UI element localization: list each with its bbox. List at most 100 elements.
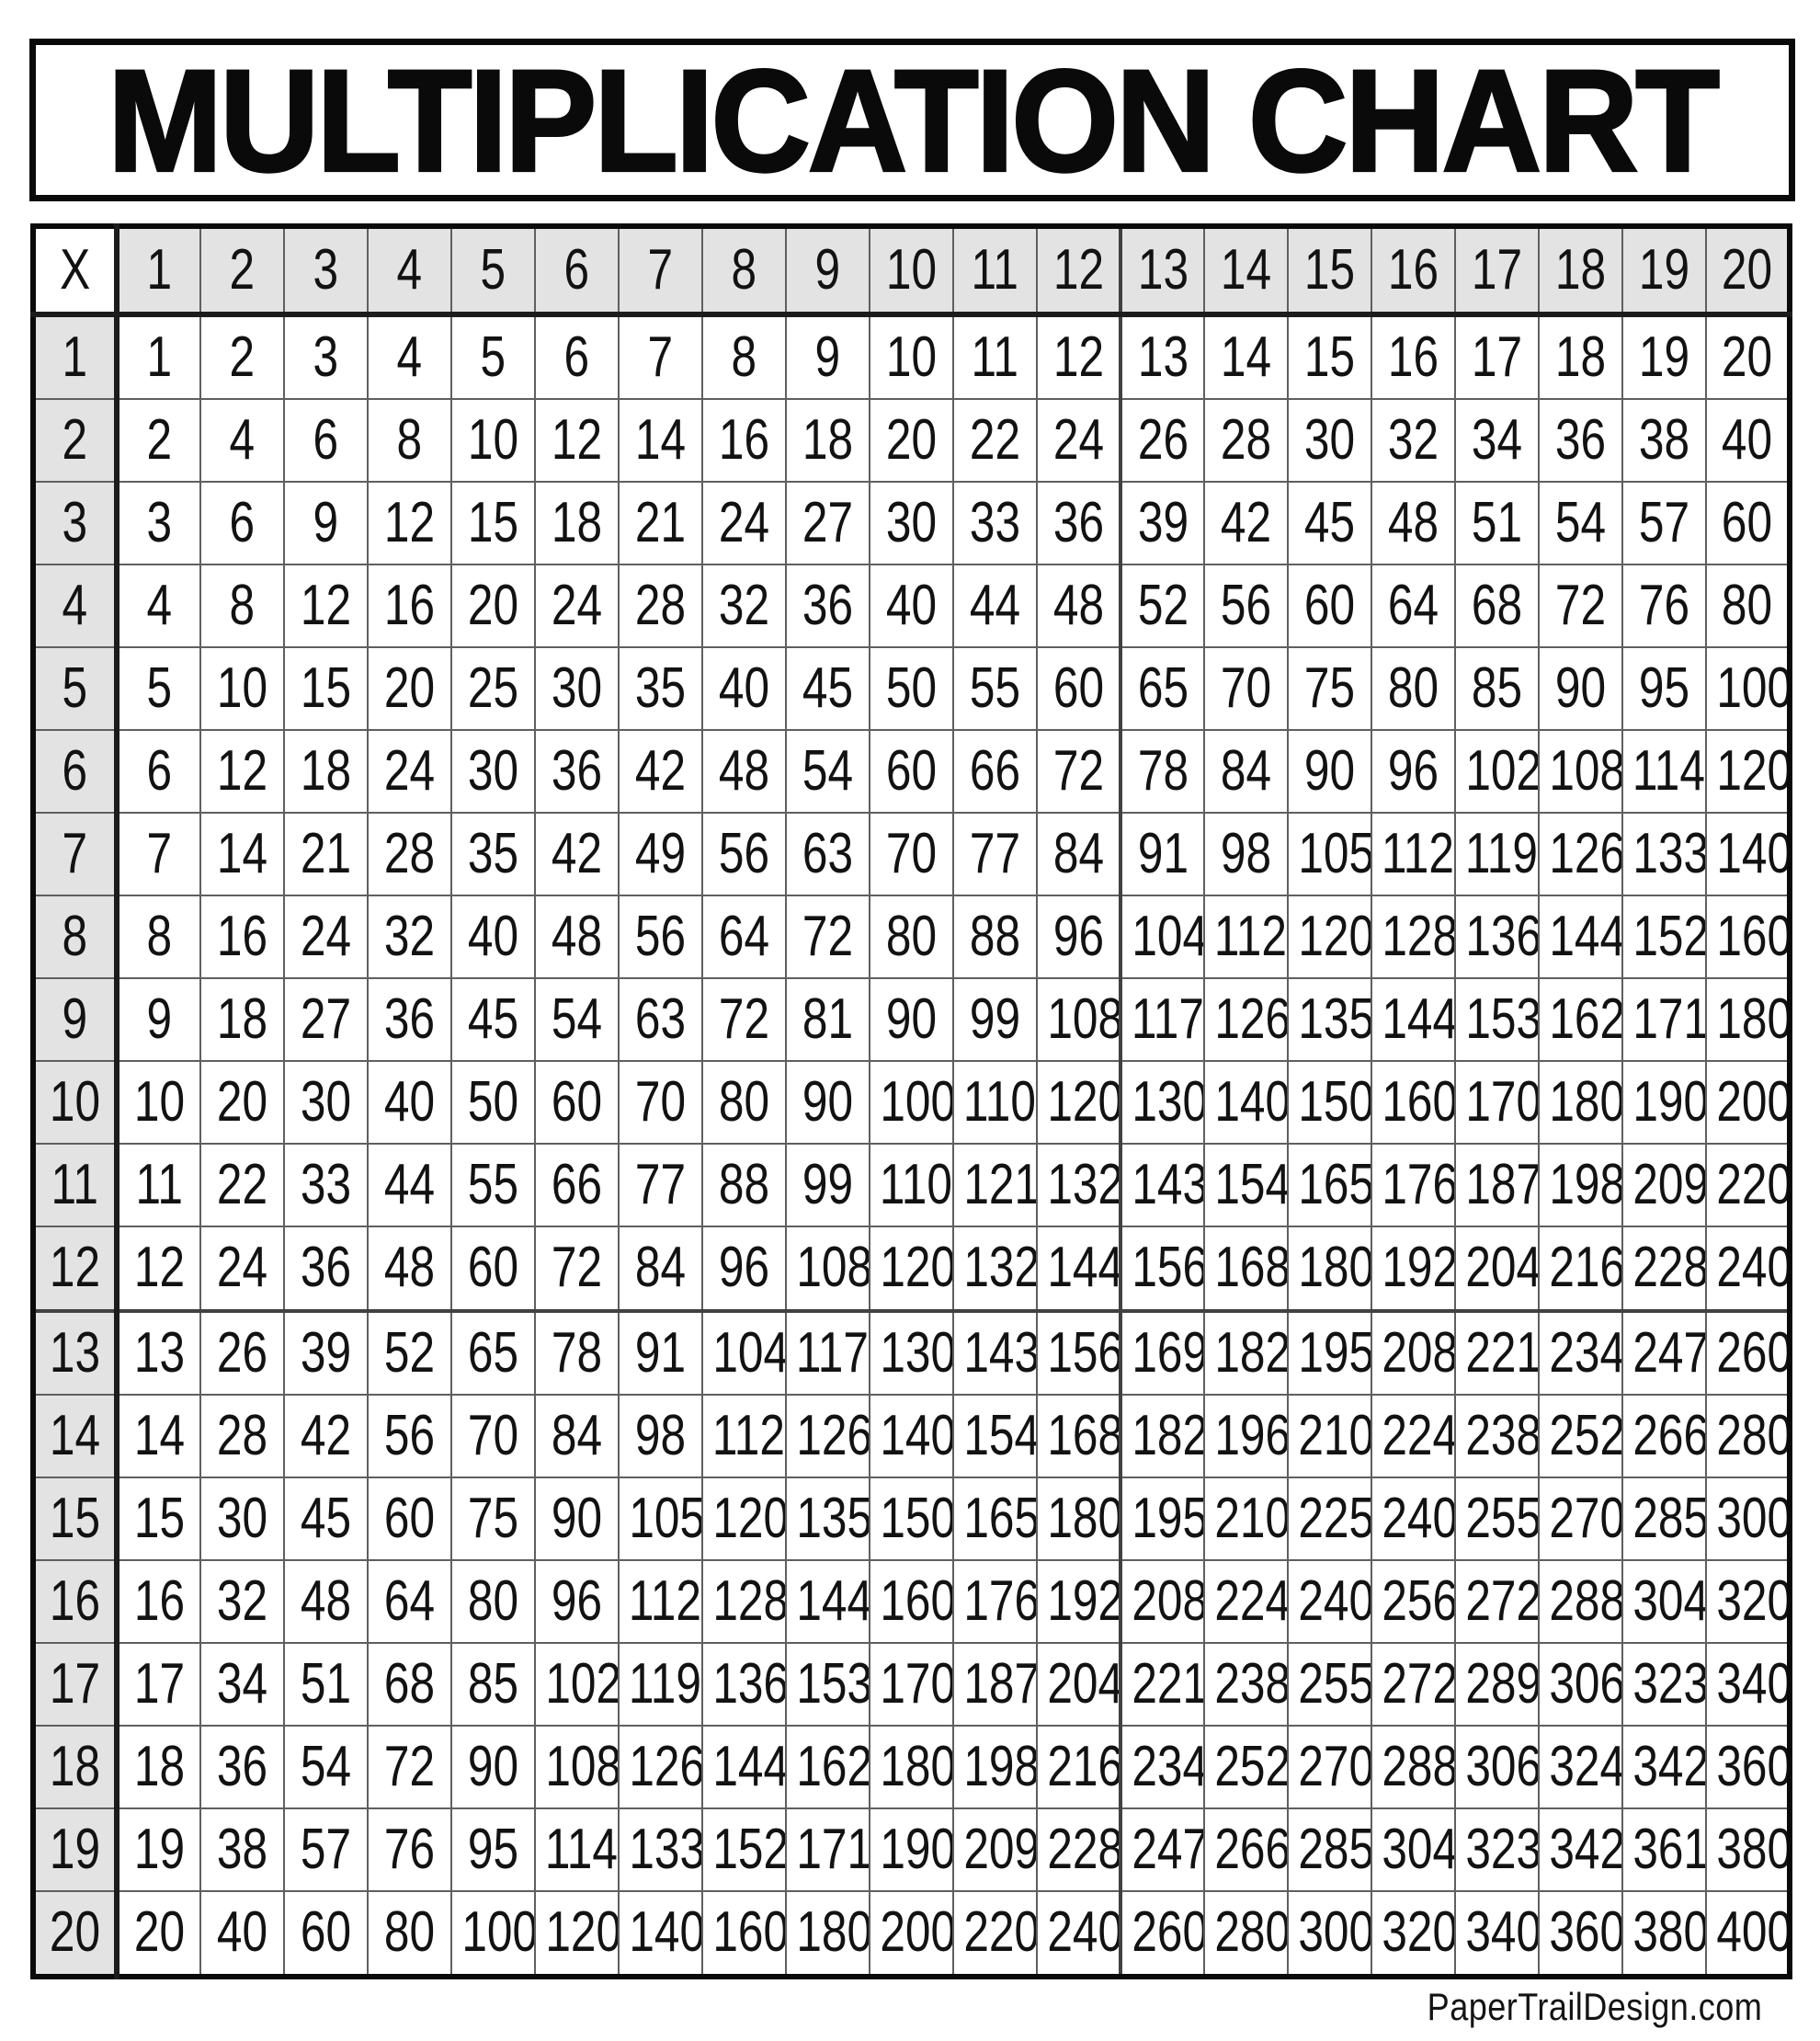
column-header-19-label: 19 — [1638, 237, 1690, 302]
cell-17x12: 204 — [1036, 1641, 1122, 1727]
cell-9x14: 126 — [1203, 977, 1289, 1063]
cell-15x13: 195 — [1120, 1477, 1205, 1561]
cell-17x11-label: 187 — [963, 1651, 1037, 1716]
cell-14x6-label: 84 — [551, 1404, 603, 1468]
cell-14x11: 154 — [952, 1394, 1038, 1479]
cell-12x9-label: 108 — [796, 1236, 870, 1300]
cell-19x3: 57 — [283, 1807, 369, 1892]
cell-3x4: 12 — [367, 481, 452, 566]
cell-11x2: 22 — [199, 1143, 285, 1228]
cell-2x15: 30 — [1287, 398, 1372, 484]
cell-2x3: 6 — [283, 398, 369, 484]
cell-4x19-label: 76 — [1638, 574, 1690, 638]
cell-5x3-label: 15 — [300, 656, 352, 721]
cell-17x7: 119 — [618, 1641, 703, 1727]
cell-12x5-label: 60 — [467, 1236, 519, 1300]
cell-8x9: 72 — [785, 895, 870, 980]
cell-2x13: 26 — [1120, 398, 1205, 484]
cell-4x12-label: 48 — [1052, 574, 1104, 638]
cell-12x7-label: 84 — [634, 1236, 687, 1300]
cell-6x3: 18 — [283, 729, 369, 815]
table-row: 6 6 12 18 24 30 36 42 48 54 60 66 72 78 84 90 96 102 108 11… — [32, 729, 1791, 815]
cell-20x20-label: 400 — [1716, 1900, 1790, 1965]
cell-15x9: 135 — [785, 1477, 870, 1561]
cell-6x5: 30 — [450, 729, 536, 815]
cell-8x7-label: 56 — [634, 905, 687, 969]
row-header-14: 14 — [32, 1394, 119, 1479]
cell-12x11-label: 132 — [963, 1236, 1037, 1300]
cell-10x10-label: 100 — [880, 1070, 953, 1135]
row-header-3-label: 3 — [62, 491, 88, 555]
cell-20x5: 100 — [450, 1889, 536, 1978]
cell-9x8: 72 — [701, 977, 787, 1063]
cell-11x11-label: 121 — [963, 1153, 1037, 1217]
cell-8x10: 80 — [869, 895, 954, 980]
cell-19x16: 304 — [1371, 1807, 1456, 1892]
cell-4x8: 32 — [701, 564, 787, 649]
row-header-6: 6 — [32, 729, 119, 815]
cell-17x17: 289 — [1454, 1641, 1540, 1727]
cell-7x2: 14 — [199, 812, 285, 897]
cell-16x12: 192 — [1036, 1559, 1122, 1644]
cell-5x18-label: 90 — [1554, 656, 1607, 721]
cell-12x5: 60 — [450, 1226, 536, 1313]
cell-10x20-label: 200 — [1716, 1070, 1790, 1135]
cell-13x4: 52 — [367, 1309, 452, 1397]
cell-11x9: 99 — [785, 1143, 870, 1228]
cell-3x13-label: 39 — [1137, 491, 1189, 555]
row-header-6-label: 6 — [62, 739, 88, 804]
cell-18x8: 144 — [701, 1724, 787, 1809]
cell-10x14: 140 — [1203, 1060, 1289, 1146]
column-header-3: 3 — [283, 225, 369, 317]
cell-3x19: 57 — [1621, 481, 1707, 566]
cell-2x12: 24 — [1036, 398, 1122, 484]
cell-7x10: 70 — [869, 812, 954, 897]
cell-19x19-label: 361 — [1632, 1817, 1706, 1881]
cell-17x1: 17 — [116, 1641, 201, 1727]
cell-12x3-label: 36 — [300, 1236, 352, 1300]
cell-1x3-label: 3 — [313, 325, 339, 389]
cell-20x9-label: 180 — [796, 1900, 870, 1965]
cell-5x7: 35 — [618, 646, 703, 732]
cell-3x6-label: 18 — [551, 491, 603, 555]
cell-15x18: 270 — [1538, 1477, 1623, 1561]
cell-16x11: 176 — [952, 1559, 1038, 1644]
column-header-17: 17 — [1454, 225, 1540, 317]
cell-1x7-label: 7 — [647, 325, 674, 389]
cell-15x17-label: 255 — [1465, 1487, 1539, 1550]
cell-17x4-label: 68 — [383, 1651, 436, 1716]
cell-20x11: 220 — [952, 1889, 1038, 1978]
cell-1x4: 4 — [367, 313, 452, 401]
cell-11x7: 77 — [618, 1143, 703, 1228]
cell-15x19-label: 285 — [1632, 1487, 1706, 1550]
row-header-18: 18 — [32, 1724, 119, 1809]
cell-14x12: 168 — [1036, 1394, 1122, 1479]
cell-16x6: 96 — [534, 1559, 620, 1644]
cell-17x1-label: 17 — [133, 1651, 186, 1716]
cell-1x12: 12 — [1036, 313, 1122, 401]
row-header-7-label: 7 — [62, 822, 88, 886]
cell-9x19-label: 171 — [1632, 987, 1706, 1052]
row-header-10: 10 — [32, 1060, 119, 1146]
cell-7x18: 126 — [1538, 812, 1623, 897]
cell-2x7-label: 14 — [634, 408, 687, 473]
cell-4x10: 40 — [869, 564, 954, 649]
table-row: 16 16 32 48 64 80 96 112 128 144 160 176 192 208 224 24… — [32, 1559, 1791, 1644]
cell-19x18: 342 — [1538, 1807, 1623, 1892]
cell-17x19-label: 323 — [1632, 1651, 1706, 1716]
cell-19x14: 266 — [1203, 1807, 1289, 1892]
cell-4x16: 64 — [1371, 564, 1456, 649]
cell-15x7-label: 105 — [629, 1487, 702, 1550]
cell-2x18-label: 36 — [1554, 408, 1607, 473]
cell-5x1-label: 5 — [146, 656, 173, 721]
cell-6x15: 90 — [1287, 729, 1372, 815]
column-header-12-label: 12 — [1052, 237, 1104, 302]
cell-12x18-label: 216 — [1549, 1236, 1622, 1300]
cell-18x4: 72 — [367, 1724, 452, 1809]
cell-4x12: 48 — [1036, 564, 1122, 649]
cell-16x2-label: 32 — [216, 1568, 268, 1633]
cell-15x1: 15 — [116, 1477, 201, 1561]
cell-15x19: 285 — [1621, 1477, 1707, 1561]
cell-5x14-label: 70 — [1220, 656, 1272, 721]
cell-5x15-label: 75 — [1303, 656, 1356, 721]
